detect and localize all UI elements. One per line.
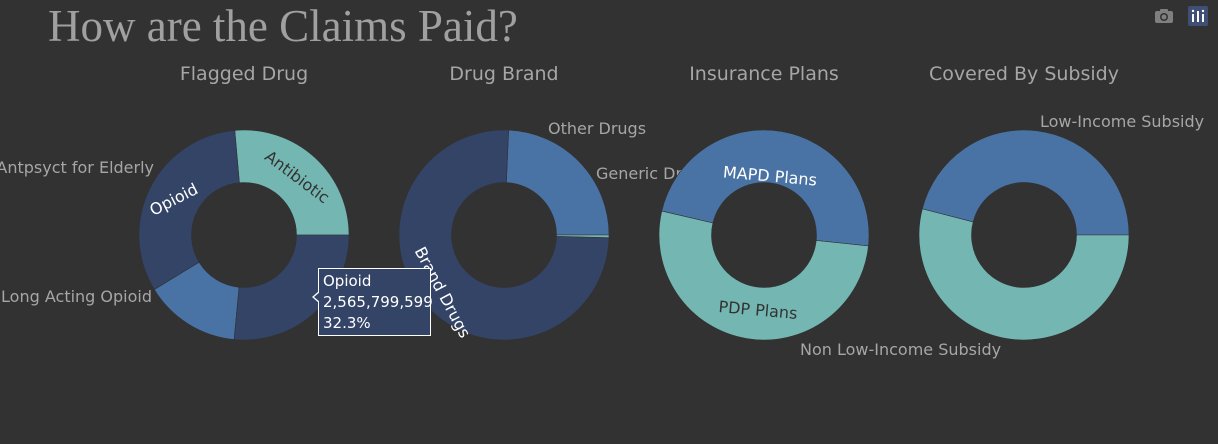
chart-title: Flagged Drug xyxy=(180,63,308,85)
slice-mapd-plans[interactable] xyxy=(661,129,870,247)
plotly-logo-icon[interactable] xyxy=(1186,4,1210,28)
slice-label-low-income-subsidy: Low-Income Subsidy xyxy=(1040,112,1204,131)
chart-title: Drug Brand xyxy=(449,63,558,85)
slice-antibiotic[interactable] xyxy=(234,129,350,236)
slice-label-non-low-income-subsidy: Non Low-Income Subsidy xyxy=(800,340,1001,359)
slice-long-acting-opioid[interactable] xyxy=(153,261,240,340)
donut-chart-covered-by-subsidy: Covered By Subsidy Low-Income Subsidy Non … xyxy=(800,63,1204,359)
slice-brand-drugs[interactable] xyxy=(398,129,610,341)
chart-title: Insurance Plans xyxy=(689,63,839,85)
hover-tooltip: Opioid 2,565,799,599 32.3% xyxy=(312,268,433,336)
camera-icon[interactable] xyxy=(1152,4,1176,28)
page-title: How are the Claims Paid? xyxy=(48,1,518,51)
slice-label-antpsyct-for-elderly: Antpsyct for Elderly xyxy=(0,158,154,177)
slice-opioid[interactable] xyxy=(138,130,240,290)
slice-label-other-drugs: Other Drugs xyxy=(548,119,646,138)
tooltip-label: Opioid xyxy=(323,272,372,290)
slice-label-long-acting-opioid: Long Acting Opioid xyxy=(1,287,152,306)
slice-pdp-plans[interactable] xyxy=(658,210,869,341)
slice-low-income-subsidy[interactable] xyxy=(921,129,1130,236)
chart-title: Covered By Subsidy xyxy=(929,63,1119,85)
tooltip-value: 2,565,799,599 xyxy=(323,293,433,311)
slice-other-drugs[interactable] xyxy=(556,234,610,238)
modebar xyxy=(1152,4,1210,28)
tooltip-percent: 32.3% xyxy=(323,314,371,332)
slice-non-low-income-subsidy[interactable] xyxy=(918,208,1130,341)
slice-generic-drugs[interactable] xyxy=(505,129,610,236)
